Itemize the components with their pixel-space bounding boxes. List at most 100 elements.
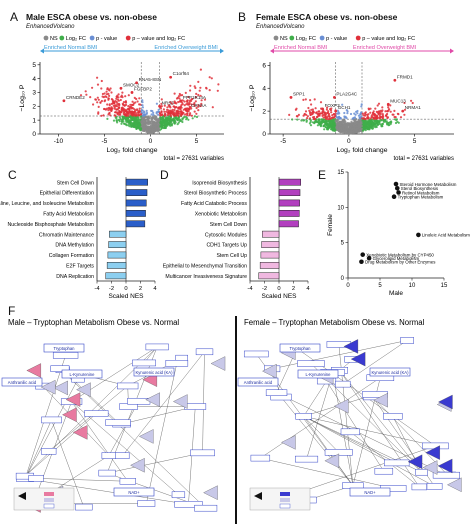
volcano-point	[381, 106, 384, 109]
y-tick-label: 3	[32, 90, 36, 97]
nes-bar	[262, 230, 280, 238]
volcano-point	[199, 86, 202, 89]
y-tick-label: 10	[337, 205, 344, 211]
volcano-point	[126, 121, 129, 124]
volcano-point	[177, 116, 180, 119]
volcano-point	[172, 114, 175, 117]
volcano-point	[195, 106, 198, 110]
legend-swatch	[280, 498, 290, 502]
volcano-point	[355, 131, 358, 134]
volcano-point	[102, 114, 105, 117]
volcano-point	[110, 98, 113, 101]
volcano-point	[382, 120, 386, 123]
volcano-point	[385, 122, 389, 125]
y-tick-label: 2	[262, 108, 266, 115]
volcano-point	[115, 117, 118, 120]
volcano-point	[134, 117, 137, 121]
volcano-point	[102, 96, 105, 99]
volcano-point	[399, 116, 403, 119]
enzyme-triangle	[139, 429, 154, 444]
x-tick-label: -2	[262, 286, 267, 292]
volcano-point	[304, 110, 308, 113]
volcano-point	[109, 114, 112, 117]
volcano-point	[127, 105, 130, 108]
volcano-point	[364, 124, 368, 127]
pathway-overlap-scatter: 0 5 10 15 0 5 10 15 Male Female Steroid Hormone Me…	[327, 170, 470, 297]
key-metabolite-node	[279, 343, 321, 353]
legend-marker	[289, 35, 295, 41]
volcano-point	[138, 107, 141, 110]
volcano-point	[322, 125, 325, 128]
labeled-gene-point	[135, 81, 139, 85]
volcano-point	[313, 120, 316, 124]
volcano-point	[373, 112, 376, 116]
volcano-point	[350, 120, 353, 123]
enzyme-triangle	[422, 460, 438, 475]
volcano-point	[151, 110, 154, 113]
volcano-point	[100, 87, 103, 90]
labeled-gene-point	[289, 96, 293, 99]
volcano-point	[124, 117, 128, 120]
labeled-gene-point	[401, 109, 405, 113]
volcano-male-title: Male ESCA obese vs. non-obese	[26, 12, 157, 22]
point-label: Xenobiotic Metabolism by CYP450	[366, 252, 434, 257]
volcano-point	[128, 119, 131, 123]
volcano-point	[178, 110, 181, 113]
volcano-point	[373, 122, 376, 125]
pathway-edge	[122, 351, 205, 456]
volcano-point	[181, 99, 184, 102]
volcano-point	[177, 100, 180, 104]
nes-bar	[278, 189, 301, 196]
volcano-point	[137, 110, 141, 113]
volcano-point	[371, 127, 374, 130]
metabolite-node	[194, 504, 218, 512]
volcano-point	[137, 118, 140, 121]
volcano-point	[159, 121, 162, 124]
volcano-point	[358, 125, 361, 128]
volcano-point	[336, 125, 339, 128]
volcano-point	[197, 109, 200, 112]
volcano-point	[121, 115, 124, 118]
volcano-point	[381, 113, 384, 116]
enzyme-triangle	[262, 363, 277, 379]
volcano-point	[150, 119, 153, 122]
volcano-point	[367, 124, 370, 127]
volcano-point	[106, 103, 109, 106]
key-metabolite-node	[297, 369, 339, 379]
volcano-point	[99, 101, 102, 104]
key-metabolite-label: NAD+	[364, 490, 376, 495]
volcano-point	[126, 112, 129, 115]
volcano-point	[205, 87, 208, 90]
volcano-point	[376, 104, 379, 107]
enzyme-triangle	[350, 351, 366, 367]
volcano-point	[154, 125, 157, 129]
pathway-female: Female – Tryptophan Metabolism Obese vs.…	[237, 318, 462, 511]
volcano-point	[341, 103, 344, 106]
volcano-point	[311, 121, 314, 124]
volcano-point	[367, 113, 370, 116]
volcano-point	[145, 113, 148, 116]
volcano-point	[133, 114, 136, 117]
volcano-point	[338, 128, 341, 132]
pathway-edge	[350, 431, 420, 488]
metabolite-node	[41, 416, 62, 424]
volcano-point	[350, 123, 353, 126]
volcano-point	[380, 110, 383, 113]
volcano-point	[340, 129, 343, 132]
volcano-female-subtitle: EnhancedVolcano	[256, 24, 305, 30]
volcano-point	[365, 126, 369, 130]
volcano-point	[153, 130, 156, 133]
volcano-point	[115, 119, 118, 122]
volcano-point	[358, 130, 361, 133]
volcano-point	[295, 107, 298, 110]
enzyme-triangle	[130, 458, 145, 473]
enzyme-triangle	[438, 394, 453, 410]
gene-label: FRMD1	[397, 74, 413, 79]
x-tick-label: 10	[409, 283, 416, 289]
pathway-edge	[303, 416, 339, 453]
volcano-point	[315, 111, 318, 114]
volcano-point	[199, 68, 202, 71]
volcano-point	[369, 124, 372, 127]
volcano-point	[135, 122, 138, 125]
legend-marker	[43, 35, 49, 41]
